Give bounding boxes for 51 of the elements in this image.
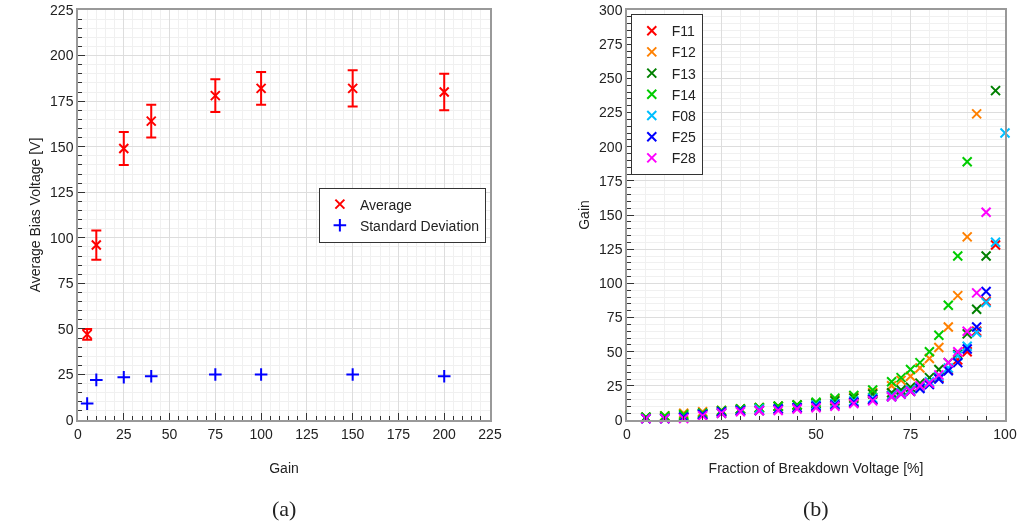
x-tick-label: 75 — [902, 425, 919, 442]
legend-label: F28 — [671, 150, 697, 167]
x-tick-label: 175 — [386, 425, 411, 442]
text: (a) — [272, 496, 297, 521]
y-tick-label: 200 — [599, 138, 623, 155]
y-tick-label: 175 — [50, 93, 74, 110]
legend-label: F12 — [671, 44, 697, 61]
y-tick-label: 0 — [614, 411, 623, 428]
x-tick-label: 25 — [713, 425, 730, 442]
x-tick-label: 25 — [115, 425, 132, 442]
x-tick-label: 225 — [478, 425, 502, 442]
legend-label: Average — [359, 196, 412, 213]
legend-label: F25 — [671, 129, 697, 146]
x-tick-label: 125 — [295, 425, 319, 442]
legend-label: F11 — [671, 23, 696, 40]
legend-label: F08 — [671, 107, 697, 124]
y-tick-label: 0 — [65, 411, 74, 428]
legend-label: F13 — [671, 65, 697, 82]
y-tick-label: 175 — [599, 172, 623, 189]
y-tick-label: 225 — [50, 1, 74, 18]
y-tick-label: 100 — [50, 229, 74, 246]
text: (b) — [803, 496, 829, 521]
y-tick-label: 150 — [50, 138, 74, 155]
y-tick-label: 100 — [599, 275, 623, 292]
y-tick-label: 200 — [50, 47, 74, 64]
y-tick-label: 75 — [606, 309, 623, 326]
y-axis-title: Average Bias Voltage [V] — [26, 137, 43, 293]
x-tick-label: 75 — [207, 425, 224, 442]
y-tick-label: 75 — [57, 275, 74, 292]
x-tick-label: 50 — [808, 425, 824, 442]
y-tick-label: 25 — [606, 377, 623, 394]
x-tick-label: 150 — [340, 425, 365, 442]
x-tick-label: 100 — [993, 425, 1017, 442]
y-tick-label: 50 — [606, 343, 623, 360]
y-tick-label: 125 — [50, 184, 74, 201]
y-tick-label: 250 — [599, 70, 623, 87]
y-tick-label: 225 — [599, 104, 623, 121]
y-axis-title: Gain — [575, 200, 592, 230]
y-tick-label: 275 — [599, 36, 623, 53]
x-tick-label: 50 — [161, 425, 178, 442]
y-tick-label: 125 — [599, 241, 623, 258]
y-tick-label: 50 — [57, 320, 74, 337]
y-tick-label: 300 — [599, 1, 623, 18]
x-tick-label: 200 — [432, 425, 457, 442]
x-tick-label: 100 — [249, 425, 273, 442]
x-axis-title: Gain — [269, 459, 299, 476]
x-axis-title: Fraction of Breakdown Voltage [%] — [708, 459, 924, 476]
legend-label: Standard Deviation — [359, 217, 479, 234]
y-tick-label: 25 — [57, 366, 74, 383]
legend-label: F14 — [671, 86, 697, 103]
y-tick-label: 150 — [599, 206, 623, 223]
